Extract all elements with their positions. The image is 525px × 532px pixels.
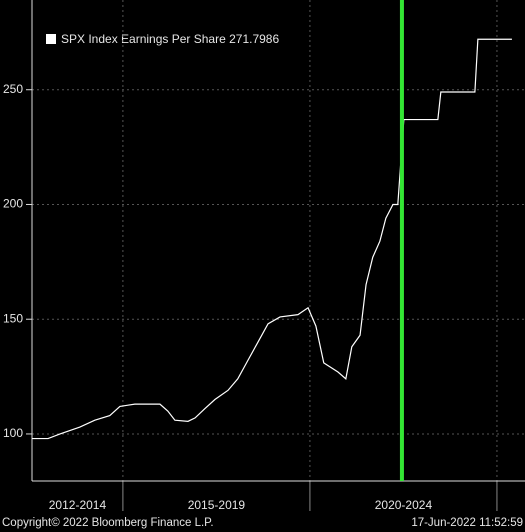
y-tick-label: 250 (3, 82, 23, 96)
y-tick-label: 200 (3, 197, 23, 211)
y-tick-label: 100 (3, 426, 23, 440)
footer-copyright: Copyright© 2022 Bloomberg Finance L.P. (2, 517, 214, 529)
x-tick-label: 2012-2014 (49, 498, 107, 512)
legend-label: SPX Index Earnings Per Share 271.7986 (61, 32, 279, 46)
legend-swatch (46, 34, 56, 44)
x-tick-label: 2020-2024 (375, 498, 433, 512)
eps-line (32, 38, 512, 440)
y-tick-label: 150 (3, 311, 23, 325)
x-tick-label: 2015-2019 (188, 498, 246, 512)
footer-timestamp: 17-Jun-2022 11:52:59 (411, 517, 523, 529)
